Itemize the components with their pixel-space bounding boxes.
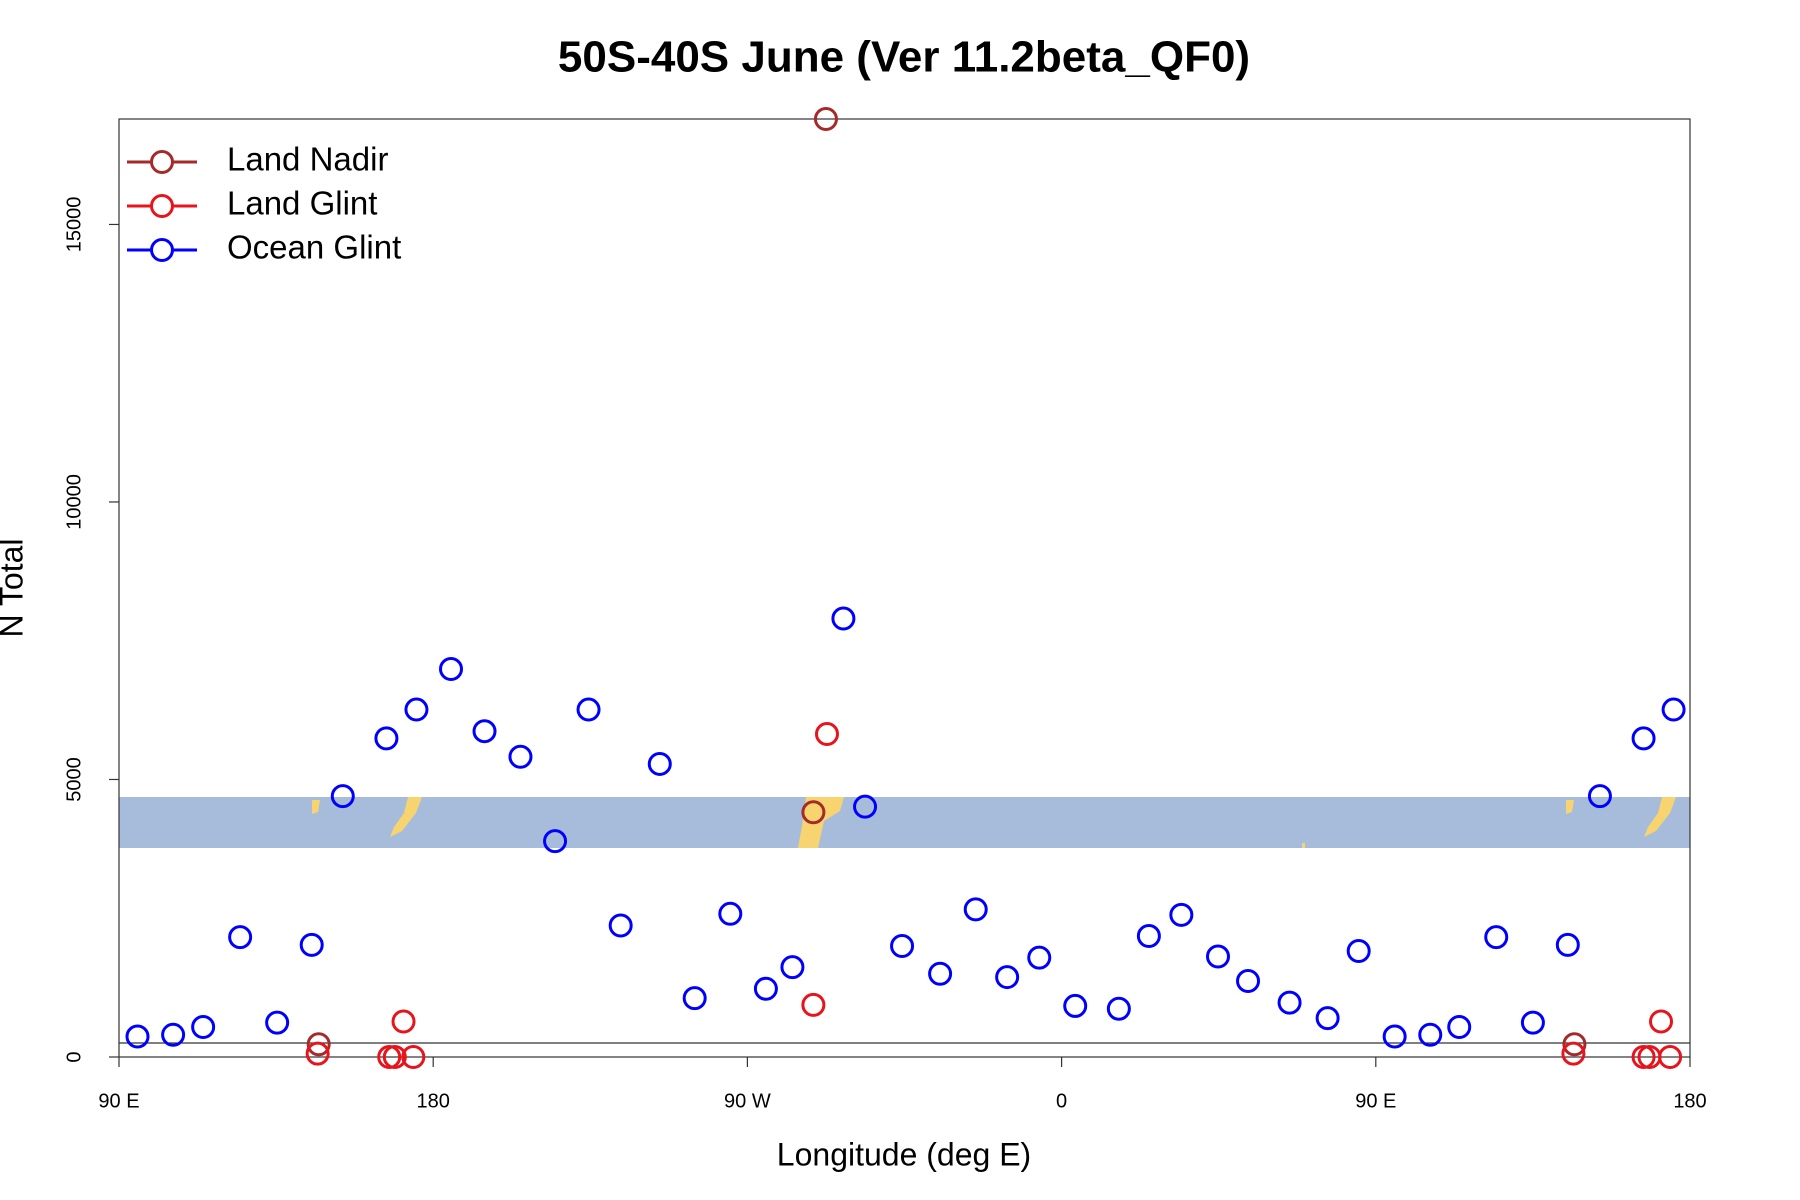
- point: [382, 1045, 407, 1069]
- point: [125, 1024, 150, 1049]
- map-land: [1644, 797, 1676, 837]
- point: [1063, 993, 1088, 1018]
- point: [1136, 924, 1161, 949]
- point: [890, 933, 915, 958]
- point: [1520, 1010, 1545, 1035]
- point: [404, 697, 429, 722]
- map-land: [798, 797, 844, 848]
- point: [472, 719, 497, 744]
- map-land: [312, 800, 320, 814]
- point: [161, 1022, 186, 1047]
- y-tick-label: 10000: [63, 474, 85, 530]
- point: [753, 976, 778, 1001]
- point: [608, 913, 633, 938]
- point: [576, 697, 601, 722]
- legend-marker: [150, 150, 174, 174]
- point: [299, 932, 324, 957]
- legend-label: Land Nadir: [227, 141, 388, 178]
- point: [814, 721, 839, 746]
- legend-marker: [150, 238, 174, 262]
- point: [508, 744, 533, 769]
- chart-title: 50S-40S June (Ver 11.2beta_QF0): [558, 33, 1250, 82]
- point: [1206, 944, 1231, 969]
- point: [801, 992, 826, 1017]
- point: [928, 961, 953, 986]
- map-land: [1302, 843, 1305, 848]
- point: [1649, 1009, 1674, 1034]
- point: [1661, 697, 1686, 722]
- x-tick-label: 0: [1056, 1090, 1067, 1112]
- legend-label: Land Glint: [227, 185, 377, 222]
- point: [305, 1041, 330, 1066]
- point: [853, 794, 878, 819]
- point: [1277, 990, 1302, 1015]
- point: [1382, 1024, 1407, 1049]
- point: [813, 107, 838, 131]
- y-tick-label: 5000: [63, 757, 85, 802]
- point: [801, 800, 826, 825]
- point: [1418, 1022, 1443, 1047]
- map-land: [1566, 800, 1574, 814]
- point: [439, 657, 464, 682]
- point: [543, 829, 568, 854]
- point: [228, 925, 253, 950]
- point: [718, 901, 743, 926]
- y-tick-label: 15000: [63, 197, 85, 253]
- x-tick-label: 90 E: [1355, 1090, 1396, 1112]
- point: [1561, 1041, 1586, 1066]
- point: [1587, 784, 1612, 809]
- x-tick-label: 90 E: [98, 1090, 139, 1112]
- point: [265, 1010, 290, 1035]
- point: [995, 965, 1020, 990]
- point: [682, 986, 707, 1011]
- point: [1484, 925, 1509, 950]
- point: [1631, 1045, 1656, 1069]
- point: [1562, 1032, 1587, 1057]
- point: [1106, 996, 1131, 1021]
- x-tick-label: 180: [417, 1090, 450, 1112]
- point: [963, 897, 988, 922]
- point: [306, 1032, 331, 1057]
- point: [1315, 1006, 1340, 1031]
- map-ocean: [119, 797, 1690, 848]
- point: [374, 726, 399, 751]
- legend-marker: [150, 194, 174, 218]
- point: [1555, 932, 1580, 957]
- point: [330, 784, 355, 809]
- map-strip: [119, 797, 1690, 848]
- map-land: [390, 797, 422, 837]
- point: [831, 606, 856, 631]
- point: [1658, 1045, 1683, 1069]
- point: [1236, 968, 1261, 993]
- y-tick-label: 0: [63, 1051, 85, 1062]
- point: [647, 751, 672, 776]
- point: [1346, 938, 1371, 963]
- point: [1447, 1015, 1472, 1040]
- y-axis-label: N Total: [0, 538, 29, 637]
- point: [391, 1009, 416, 1034]
- point: [1027, 945, 1052, 970]
- x-tick-label: 180: [1673, 1090, 1706, 1112]
- x-axis-label: Longitude (deg E): [777, 1136, 1031, 1172]
- x-tick-label: 90 W: [724, 1090, 771, 1112]
- plot-frame: [118, 118, 1691, 1058]
- point: [191, 1015, 216, 1040]
- point: [780, 955, 805, 980]
- point: [1631, 726, 1656, 751]
- point: [401, 1045, 426, 1069]
- point: [1169, 902, 1194, 927]
- legend-label: Ocean Glint: [227, 229, 401, 266]
